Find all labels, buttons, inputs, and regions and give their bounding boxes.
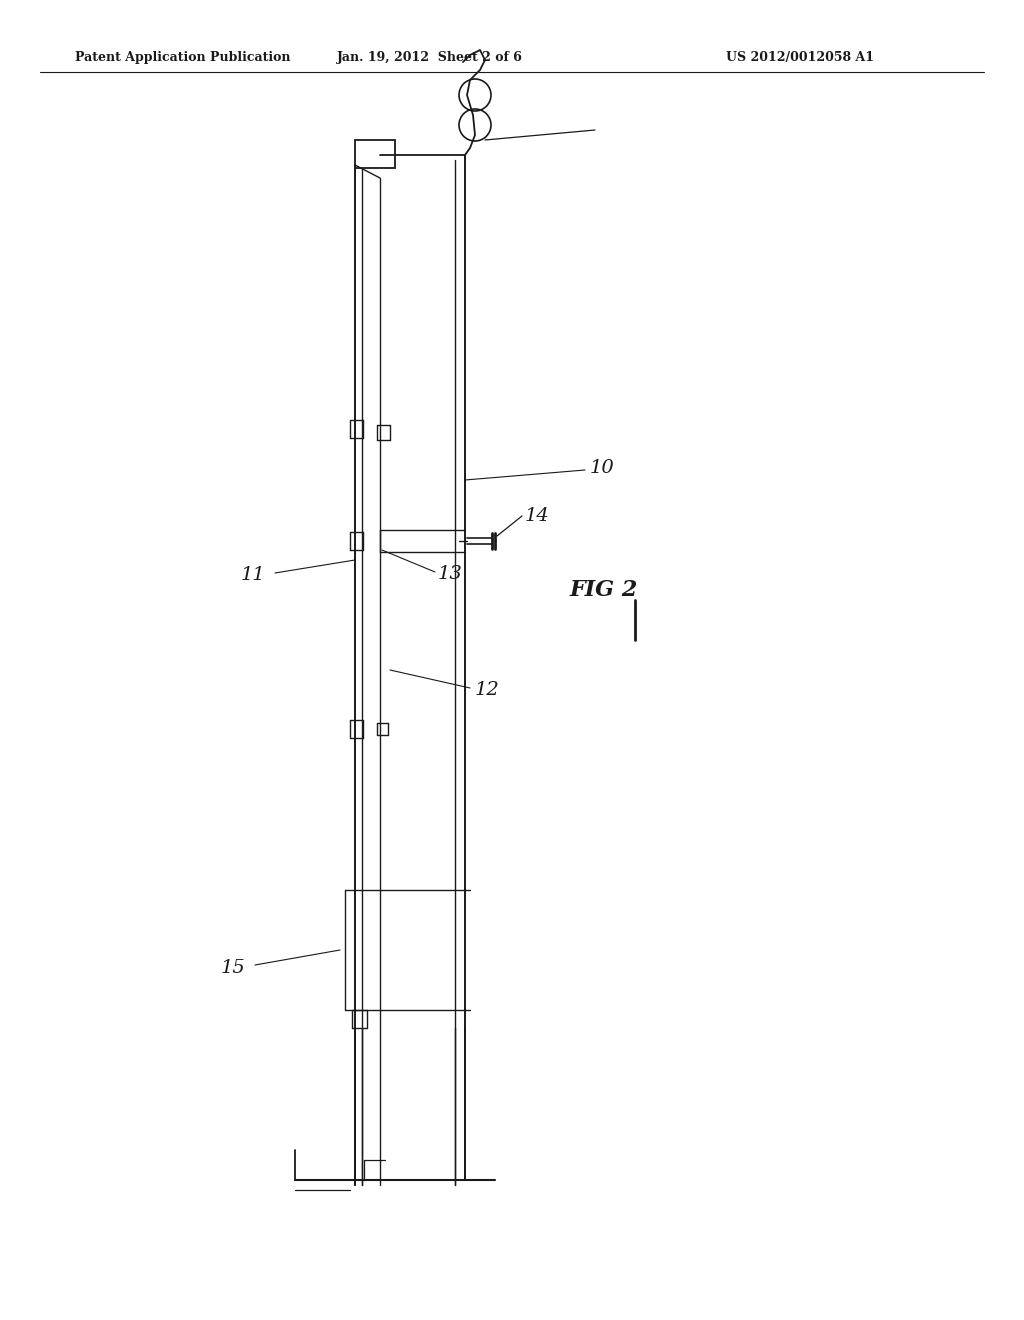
Bar xyxy=(355,140,395,168)
Text: 15: 15 xyxy=(220,960,245,977)
Text: 13: 13 xyxy=(438,565,463,583)
Text: 10: 10 xyxy=(590,459,614,477)
Text: 11: 11 xyxy=(241,566,265,583)
Text: US 2012/0012058 A1: US 2012/0012058 A1 xyxy=(726,50,874,63)
Text: Jan. 19, 2012  Sheet 2 of 6: Jan. 19, 2012 Sheet 2 of 6 xyxy=(337,50,523,63)
Text: Patent Application Publication: Patent Application Publication xyxy=(75,50,291,63)
Text: 12: 12 xyxy=(475,681,500,700)
Text: 14: 14 xyxy=(525,507,550,525)
Text: FIG 2: FIG 2 xyxy=(570,579,638,601)
